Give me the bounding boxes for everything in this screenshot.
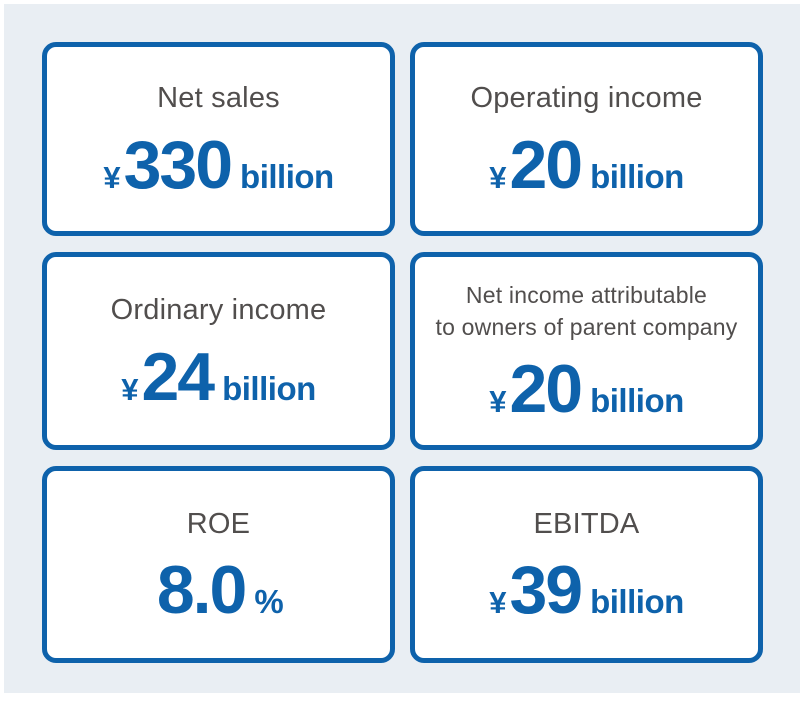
kpi-card-net-sales: Net sales ¥ 330 billion: [42, 42, 395, 236]
kpi-label-net-income: Net income attributable to owners of par…: [435, 281, 738, 340]
kpi-grid: Net sales ¥ 330 billion Operating income…: [42, 42, 763, 663]
yen-symbol: ¥: [489, 384, 507, 420]
kpi-number: 39: [509, 552, 583, 629]
kpi-unit: billion: [590, 382, 684, 420]
kpi-number: 330: [123, 126, 233, 203]
yen-symbol: ¥: [489, 159, 507, 195]
kpi-label-ordinary-income: Ordinary income: [110, 294, 327, 327]
kpi-unit: billion: [222, 369, 316, 407]
kpi-value-operating-income: ¥ 20 billion: [489, 131, 684, 199]
kpi-card-ordinary-income: Ordinary income ¥ 24 billion: [42, 252, 395, 450]
kpi-label-net-sales: Net sales: [157, 82, 280, 115]
kpi-number: 8.0: [156, 552, 248, 629]
kpi-label-roe: ROE: [186, 507, 251, 540]
kpi-value-net-income: ¥ 20 billion: [489, 355, 684, 423]
kpi-value-ordinary-income: ¥ 24 billion: [121, 343, 316, 411]
background-panel: Net sales ¥ 330 billion Operating income…: [4, 4, 800, 693]
yen-symbol: ¥: [121, 371, 139, 407]
kpi-unit-percent: %: [254, 583, 284, 621]
kpi-label-operating-income: Operating income: [470, 82, 703, 115]
kpi-value-net-sales: ¥ 330 billion: [103, 126, 334, 203]
kpi-card-roe: ROE 8.0 %: [42, 466, 395, 663]
yen-symbol: ¥: [489, 585, 507, 621]
kpi-number: 24: [141, 338, 215, 415]
kpi-unit: billion: [590, 583, 684, 621]
kpi-card-ebitda: EBITDA ¥ 39 billion: [410, 466, 763, 663]
yen-symbol: ¥: [103, 159, 121, 195]
kpi-value-ebitda: ¥ 39 billion: [489, 556, 684, 624]
kpi-card-net-income: Net income attributable to owners of par…: [410, 252, 763, 450]
kpi-label-ebitda: EBITDA: [533, 507, 640, 540]
kpi-number: 20: [509, 351, 583, 428]
kpi-number: 20: [509, 126, 583, 203]
kpi-unit: billion: [590, 157, 684, 195]
kpi-unit: billion: [240, 157, 334, 195]
kpi-card-operating-income: Operating income ¥ 20 billion: [410, 42, 763, 236]
kpi-value-roe: 8.0 %: [154, 552, 284, 629]
